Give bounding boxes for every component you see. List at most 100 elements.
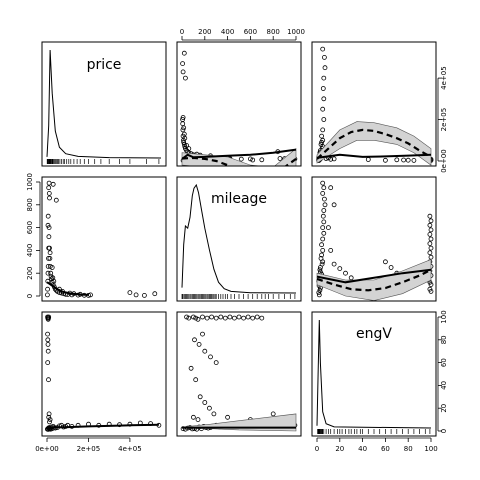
data-point (45, 213, 51, 219)
density-curve (181, 183, 297, 294)
data-point (317, 287, 323, 293)
data-point (200, 314, 205, 320)
data-point (46, 234, 52, 240)
data-point (331, 261, 337, 267)
data-point (320, 213, 326, 219)
data-point (47, 195, 52, 201)
smooth-mileage_price (181, 147, 297, 166)
data-point (319, 261, 325, 267)
data-point (321, 185, 327, 191)
data-point (238, 156, 244, 162)
data-point (45, 292, 50, 298)
data-point (180, 127, 186, 133)
data-point (254, 314, 260, 320)
data-point (186, 146, 192, 152)
data-point (259, 157, 265, 163)
linear-fit-line (46, 423, 159, 429)
smooth-engV_price (316, 121, 432, 166)
panel-frame (176, 176, 302, 302)
linear-fit-line (316, 268, 432, 284)
data-point (320, 180, 326, 186)
data-point (45, 331, 50, 337)
tick-label: 4e+05 (118, 445, 142, 453)
panel-frame (311, 176, 437, 302)
data-point (180, 121, 186, 127)
data-point (46, 180, 52, 186)
data-point (231, 315, 237, 321)
x-axis-bottom-price: 0e+00 2e+05 4e+05 (35, 437, 142, 453)
data-point (48, 270, 54, 276)
diagonal-price (46, 49, 162, 164)
data-point (192, 337, 197, 343)
data-point (51, 278, 57, 284)
data-point (428, 227, 434, 233)
data-point (405, 157, 411, 163)
data-point (45, 286, 50, 292)
data-point (321, 75, 327, 81)
points-mileage_engV (180, 314, 298, 432)
variable-label-mileage: mileage (211, 191, 267, 207)
data-point (321, 196, 327, 202)
data-point (182, 146, 188, 152)
tick-label: 400 (221, 28, 234, 36)
data-point (428, 282, 434, 288)
tick-label: 800 (26, 198, 34, 211)
data-point (182, 75, 188, 81)
data-point (202, 400, 208, 405)
data-point (46, 411, 52, 417)
points-price_engV (45, 314, 162, 432)
data-point (47, 419, 52, 425)
data-point (227, 314, 233, 320)
density-curve (316, 319, 432, 429)
tick-label: 800 (267, 28, 280, 36)
data-point (133, 292, 139, 298)
data-point (250, 315, 256, 321)
data-point (47, 255, 53, 261)
tick-label: 80 (440, 335, 448, 344)
data-point (46, 377, 51, 383)
data-point (343, 270, 348, 276)
data-point (181, 131, 187, 137)
smooth-engV_mileage (316, 259, 432, 301)
tick-label: 600 (26, 221, 34, 234)
data-point (184, 143, 190, 148)
confidence-band (316, 121, 432, 166)
data-point (319, 133, 325, 139)
data-point (428, 218, 434, 224)
data-point (320, 137, 326, 143)
data-point (331, 202, 337, 208)
data-point (316, 292, 322, 298)
data-point (318, 255, 324, 261)
data-point (204, 315, 210, 321)
tick-label: 40 (440, 381, 448, 390)
smooth-fit-line (316, 268, 432, 292)
data-point (320, 236, 326, 242)
data-point (53, 197, 59, 203)
confidence-band (181, 147, 297, 166)
data-point (193, 377, 199, 383)
data-point (320, 190, 326, 196)
data-point (322, 65, 328, 71)
points-price_mileage (45, 180, 158, 298)
data-point (250, 157, 256, 163)
x-axis-bottom-engV: 0 20 40 60 80 100 (315, 437, 438, 453)
data-point (180, 61, 186, 66)
tick-label: 0 (440, 429, 448, 433)
data-point (186, 315, 192, 321)
data-point (213, 315, 219, 321)
data-point (49, 265, 55, 270)
data-point (225, 414, 231, 420)
diagonal-engV (316, 319, 432, 434)
data-point (337, 266, 343, 272)
tick-label: 1000 (287, 28, 305, 36)
data-point (411, 157, 417, 163)
data-point (321, 96, 327, 102)
tick-label: 400 (26, 244, 34, 257)
data-point (46, 314, 52, 320)
linear-fit-line (46, 281, 89, 296)
data-point (195, 316, 201, 322)
data-point (319, 242, 325, 248)
data-point (180, 69, 186, 75)
data-point (46, 190, 52, 196)
data-point (428, 245, 434, 251)
